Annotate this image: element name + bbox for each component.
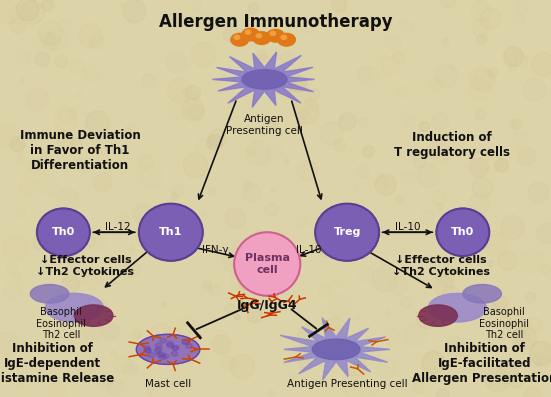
- Text: IFN-γ: IFN-γ: [202, 245, 228, 255]
- Text: Th1: Th1: [159, 227, 182, 237]
- Text: Basophil
Eosinophil
Th2 cell: Basophil Eosinophil Th2 cell: [479, 307, 530, 340]
- Circle shape: [171, 351, 178, 356]
- Circle shape: [278, 33, 295, 46]
- Circle shape: [155, 343, 162, 348]
- Circle shape: [145, 348, 152, 353]
- Text: Plasma
cell: Plasma cell: [245, 253, 290, 275]
- Circle shape: [155, 347, 162, 351]
- Circle shape: [159, 355, 166, 360]
- Circle shape: [281, 35, 287, 39]
- Circle shape: [234, 35, 240, 39]
- Text: Th0: Th0: [451, 227, 474, 237]
- Circle shape: [154, 349, 161, 353]
- Circle shape: [253, 32, 271, 44]
- Text: Treg: Treg: [333, 227, 361, 237]
- Text: Immune Deviation
in Favor of Th1
Differentiation: Immune Deviation in Favor of Th1 Differe…: [19, 129, 141, 172]
- Circle shape: [267, 29, 284, 42]
- Ellipse shape: [139, 204, 203, 261]
- Circle shape: [167, 341, 174, 346]
- Circle shape: [148, 353, 155, 358]
- Text: IgG/IgG4: IgG/IgG4: [237, 299, 298, 312]
- Text: Allergen Immunotherapy: Allergen Immunotherapy: [159, 13, 392, 31]
- Text: IL-12: IL-12: [105, 222, 130, 233]
- Ellipse shape: [429, 293, 486, 322]
- Text: Inhibition of
IgE-facilitated
Allergen Presentation: Inhibition of IgE-facilitated Allergen P…: [412, 342, 551, 385]
- Circle shape: [172, 345, 179, 350]
- Text: ↓Effector cells
↓Th2 Cytokines: ↓Effector cells ↓Th2 Cytokines: [36, 255, 134, 277]
- Ellipse shape: [436, 208, 489, 256]
- Circle shape: [270, 31, 276, 35]
- Text: IL-10: IL-10: [296, 245, 321, 255]
- Ellipse shape: [30, 285, 69, 303]
- Circle shape: [159, 353, 165, 357]
- Circle shape: [144, 348, 150, 353]
- Polygon shape: [280, 318, 390, 380]
- Text: Basophil
Eosinophil
Th2 cell: Basophil Eosinophil Th2 cell: [36, 307, 86, 340]
- Text: ↓Effector cells
↓Th2 Cytokines: ↓Effector cells ↓Th2 Cytokines: [392, 255, 490, 277]
- Circle shape: [171, 346, 178, 351]
- Ellipse shape: [315, 204, 379, 261]
- Circle shape: [167, 343, 174, 348]
- Circle shape: [231, 33, 249, 46]
- Circle shape: [144, 346, 150, 351]
- Ellipse shape: [419, 305, 457, 326]
- Ellipse shape: [37, 208, 90, 256]
- Ellipse shape: [46, 293, 104, 322]
- Circle shape: [245, 30, 251, 34]
- Text: Mast cell: Mast cell: [145, 379, 191, 389]
- Text: Induction of
T regulatory cells: Induction of T regulatory cells: [394, 131, 510, 159]
- Ellipse shape: [463, 285, 501, 303]
- Ellipse shape: [312, 339, 360, 360]
- Circle shape: [186, 343, 192, 348]
- Circle shape: [256, 34, 262, 38]
- Circle shape: [156, 353, 163, 357]
- Ellipse shape: [242, 70, 287, 89]
- Circle shape: [162, 354, 169, 358]
- Circle shape: [242, 28, 260, 41]
- Ellipse shape: [74, 305, 113, 326]
- Ellipse shape: [234, 232, 300, 296]
- Text: IL-10: IL-10: [395, 222, 420, 233]
- Text: Inhibition of
IgE-dependent
Histamine Release: Inhibition of IgE-dependent Histamine Re…: [0, 342, 114, 385]
- Ellipse shape: [137, 334, 199, 364]
- Circle shape: [160, 338, 166, 343]
- Text: Antigen
Presenting cell: Antigen Presenting cell: [226, 114, 303, 136]
- Circle shape: [182, 339, 188, 344]
- Circle shape: [182, 340, 189, 345]
- Polygon shape: [212, 52, 315, 108]
- Text: Antigen Presenting cell: Antigen Presenting cell: [287, 379, 407, 389]
- Text: Th0: Th0: [52, 227, 75, 237]
